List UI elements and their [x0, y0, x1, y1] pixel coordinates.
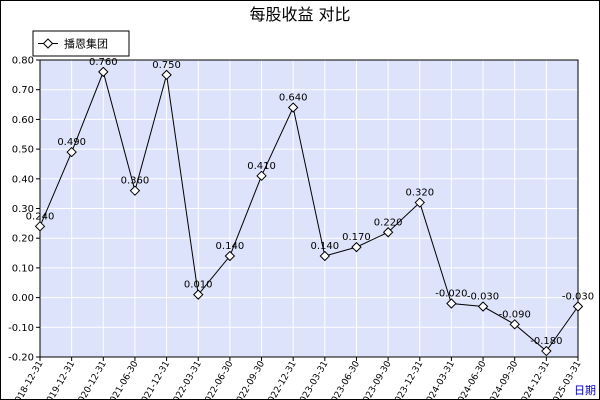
y-axis: 0.80 0.70 0.60 0.50 0.40 0.30 0.20 0.10 0.00 -0.1… — [8, 56, 40, 364]
data-point-diamond — [477, 301, 489, 312]
data-label: -0.090 — [499, 309, 531, 320]
data-label: 0.220 — [374, 217, 403, 228]
y-tick-label: 0.00 — [12, 293, 34, 304]
x-tick-label: 2022-03-31 — [169, 360, 204, 400]
data-point-diamond — [256, 170, 267, 182]
data-point-diamond — [572, 301, 584, 312]
data-label: 0.240 — [26, 211, 55, 222]
y-tick-label: 0.60 — [12, 115, 34, 126]
x-tick-label: 2021-12-31 — [137, 360, 172, 400]
data-label: 0.360 — [121, 176, 150, 187]
x-axis: 2018-12-312019-12-312020-12-312021-06-30… — [11, 357, 584, 400]
x-axis-corner-label[interactable]: 日期 — [574, 384, 596, 397]
y-tick-label: 0.40 — [12, 174, 34, 185]
data-labels: 0.240 0.490 0.760 0.360 0.750 0.010 0.140 0.410… — [26, 57, 594, 347]
data-label: 0.010 — [184, 280, 213, 291]
y-tick-label: 0.30 — [12, 204, 34, 215]
data-point-diamond — [446, 298, 457, 309]
data-points — [34, 66, 584, 357]
legend: 播恩集团 — [32, 30, 130, 57]
data-point-diamond — [541, 345, 552, 357]
x-tick-label: 2022-12-31 — [264, 360, 299, 400]
legend-entry: 播恩集团 — [64, 37, 108, 51]
data-point-diamond — [224, 250, 236, 262]
x-tick-label: 2024-09-30 — [485, 359, 520, 400]
x-tick-label: 2018-12-31 — [11, 360, 46, 400]
chart-title: 每股收益 对比 — [249, 5, 350, 24]
data-point-diamond — [287, 102, 299, 113]
data-point-diamond — [509, 319, 520, 330]
data-label: 0.490 — [57, 137, 86, 148]
x-tick-label: 2024-03-31 — [422, 360, 457, 400]
data-point-diamond — [319, 250, 331, 262]
x-tick-label: 2022-06-30 — [201, 359, 236, 400]
data-label: -0.020 — [435, 289, 467, 300]
data-label: -0.180 — [530, 336, 562, 347]
data-label: 0.320 — [405, 188, 434, 199]
data-label: 0.750 — [152, 60, 181, 71]
data-point-diamond — [34, 221, 46, 232]
data-label: 0.170 — [342, 232, 371, 243]
x-tick-label: 2020-12-31 — [74, 360, 109, 400]
x-tick-label: 2023-09-30 — [359, 359, 394, 400]
y-tick-label: -0.20 — [8, 353, 34, 364]
data-point-diamond — [129, 185, 141, 196]
x-tick-label: 2024-06-30 — [454, 359, 489, 400]
grid-lines — [39, 59, 579, 358]
x-tick-label: 2023-06-30 — [327, 359, 362, 400]
data-label: 0.410 — [247, 161, 276, 172]
x-tick-label: 2024-12-31 — [517, 360, 552, 400]
data-point-diamond — [351, 241, 362, 253]
y-tick-label: -0.10 — [8, 323, 34, 334]
data-label: 0.140 — [311, 241, 340, 252]
y-tick-label: 0.50 — [12, 145, 34, 156]
data-point-diamond — [161, 69, 172, 81]
x-tick-label: 2019-12-31 — [42, 360, 77, 400]
data-label: -0.030 — [562, 292, 594, 303]
x-tick-label: 2021-06-30 — [106, 359, 141, 400]
y-tick-label: 0.80 — [12, 56, 34, 67]
legend-diamond-icon — [42, 38, 54, 49]
y-tick-label: 0.70 — [12, 85, 34, 96]
y-tick-label: 0.20 — [12, 234, 34, 245]
data-point-diamond — [382, 227, 394, 238]
data-point-diamond — [414, 197, 425, 208]
data-point-diamond — [66, 146, 77, 158]
data-label: 0.760 — [89, 57, 118, 68]
y-tick-label: 0.10 — [12, 263, 34, 274]
series-line — [39, 70, 579, 352]
data-label: 0.640 — [279, 93, 308, 104]
data-point-diamond — [193, 289, 204, 300]
data-label: -0.030 — [467, 292, 499, 303]
x-tick-label: 2023-12-31 — [391, 360, 426, 400]
x-tick-label: 2022-09-30 — [232, 359, 267, 400]
data-label: 0.140 — [216, 241, 245, 252]
x-tick-label: 2023-03-31 — [296, 360, 331, 400]
data-point-diamond — [98, 66, 109, 78]
